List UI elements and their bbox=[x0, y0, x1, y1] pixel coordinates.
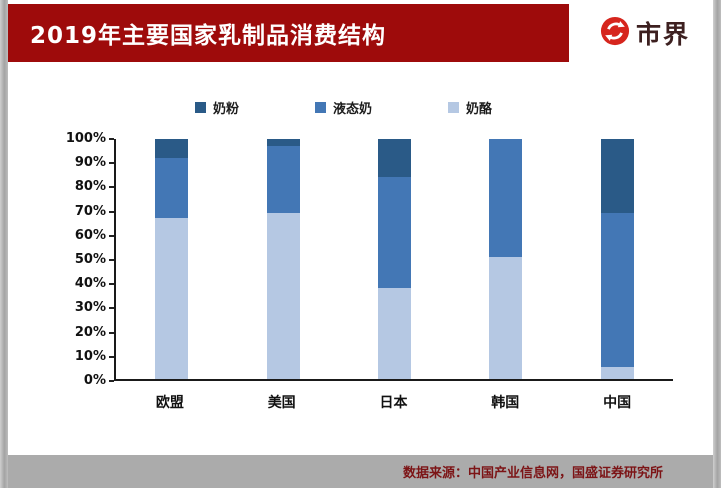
plot-area bbox=[114, 139, 673, 381]
stacked-bar bbox=[378, 139, 412, 379]
tick-mark bbox=[109, 331, 114, 334]
x-axis-label: 日本 bbox=[379, 395, 408, 411]
tick-mark bbox=[109, 307, 114, 310]
legend-swatch bbox=[314, 102, 326, 113]
tick-mark bbox=[109, 379, 114, 382]
legend-item: 奶酪 bbox=[448, 98, 492, 117]
stacked-bar-chart: 100% 90% 80% 70% 60% 50% 40% 30% 20% 10% 0% 欧盟 美国 日本… bbox=[58, 132, 673, 412]
legend-label: 奶粉 bbox=[212, 102, 239, 117]
tick-mark bbox=[109, 162, 114, 165]
stacked-bar bbox=[600, 139, 634, 379]
tick-mark bbox=[109, 355, 114, 358]
footer-bar: 数据来源：中国产业信息网，国盛证券研究所 bbox=[0, 455, 721, 488]
legend-item: 液态奶 bbox=[314, 98, 372, 117]
header-banner: 2019年主要国家乳制品消费结构 市界 bbox=[0, 4, 721, 62]
tick-mark bbox=[109, 210, 114, 213]
right-edge-decoration bbox=[713, 0, 721, 488]
brand-name: 市界 bbox=[635, 20, 690, 49]
page-title: 2019年主要国家乳制品消费结构 bbox=[30, 23, 387, 49]
left-edge-decoration bbox=[0, 0, 8, 488]
bar-slot bbox=[339, 139, 450, 379]
legend-label: 奶酪 bbox=[466, 102, 493, 117]
x-axis-label: 韩国 bbox=[491, 395, 520, 411]
bar-segment bbox=[378, 139, 412, 178]
x-axis-labels: 欧盟 美国 日本 韩国 中国 bbox=[114, 392, 673, 412]
x-axis-label: 欧盟 bbox=[155, 395, 184, 411]
bar-segment bbox=[266, 139, 300, 147]
x-axis-label: 美国 bbox=[267, 395, 296, 411]
bar-segment bbox=[378, 177, 412, 288]
legend-swatch bbox=[194, 102, 206, 113]
bar-slot bbox=[450, 139, 561, 379]
brand-logo: 市界 bbox=[569, 4, 721, 62]
stacked-bar bbox=[489, 139, 523, 379]
bar-segment bbox=[600, 367, 634, 379]
title-banner: 2019年主要国家乳制品消费结构 bbox=[0, 4, 569, 62]
stacked-bar bbox=[155, 139, 189, 379]
chart-legend: 奶粉 液态奶 奶酪 bbox=[36, 98, 651, 117]
bar-segment bbox=[489, 139, 523, 257]
tick-mark bbox=[109, 283, 114, 286]
x-axis-label: 中国 bbox=[603, 395, 632, 411]
tick-mark bbox=[109, 138, 114, 140]
tick-mark bbox=[109, 186, 114, 189]
shijie-coin-icon bbox=[600, 16, 630, 50]
tick-mark bbox=[109, 234, 114, 237]
legend-item: 奶粉 bbox=[194, 98, 239, 117]
legend-label: 液态奶 bbox=[332, 102, 372, 117]
bar-segment bbox=[266, 213, 300, 379]
bar-slot bbox=[116, 139, 227, 379]
plot-column: 欧盟 美国 日本 韩国 中国 bbox=[114, 139, 673, 412]
bar-segment bbox=[600, 213, 634, 367]
tick-mark bbox=[109, 258, 114, 261]
stacked-bar bbox=[266, 139, 300, 379]
bar-segment bbox=[155, 139, 189, 159]
bar-segment bbox=[155, 218, 189, 379]
legend-swatch bbox=[448, 102, 459, 113]
chart-area: 奶粉 液态奶 奶酪 100% 90% 80% 70% 60% 50% 40% 30% 20% 10% 0… bbox=[0, 62, 721, 455]
bar-slot bbox=[227, 139, 338, 379]
bar-slot bbox=[562, 139, 673, 379]
bar-segment bbox=[266, 146, 300, 214]
data-source: 数据来源：中国产业信息网，国盛证券研究所 bbox=[402, 466, 663, 481]
y-axis: 100% 90% 80% 70% 60% 50% 40% 30% 20% 10% 0% bbox=[58, 132, 114, 387]
bar-segment bbox=[489, 256, 523, 379]
bar-segment bbox=[155, 158, 189, 219]
bar-segment bbox=[600, 139, 634, 214]
bar-segment bbox=[378, 287, 412, 379]
